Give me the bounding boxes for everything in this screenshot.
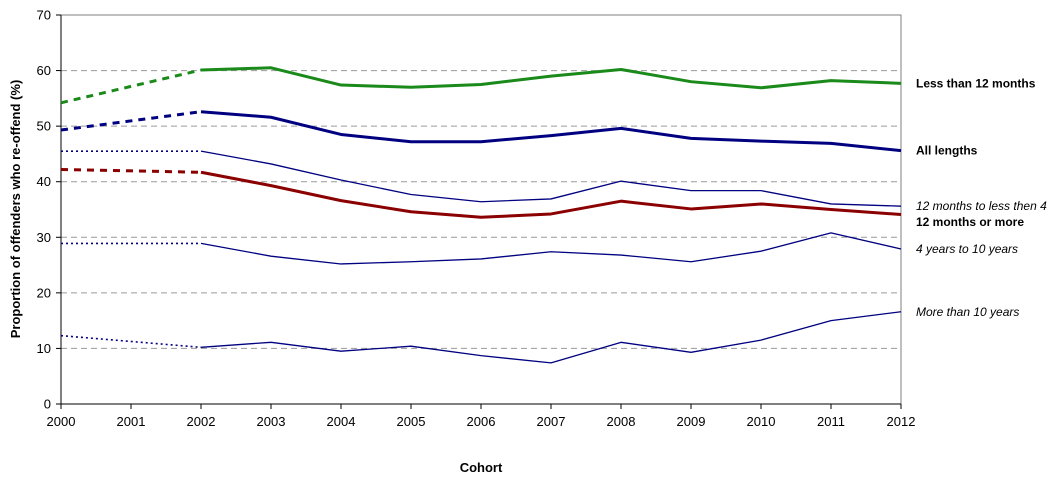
series-line-more-than-10-years [200,311,902,364]
x-tick-label: 2003 [257,414,286,429]
gridlines [61,70,901,349]
x-tick-label: 2009 [677,414,706,429]
x-axis-title: Cohort [460,460,503,475]
x-tick-label: 2005 [397,414,426,429]
series-line-dotted-all-lengths [60,110,202,132]
x-tick-label: 2011 [817,414,845,429]
x-tick-label: 2000 [47,414,76,429]
series-line-dotted-less-than-12-months [60,68,202,105]
series-line-12-months-or-more [200,170,902,219]
x-tick-label: 2001 [117,414,146,429]
series-line-dotted-12-months-or-more [60,167,202,174]
series-label-more-than-10-years: More than 10 years [916,305,1019,319]
x-tick-label: 2010 [747,414,776,429]
series-labels: Less than 12 months All lengths 12 months … [916,76,1047,318]
series-lines [60,66,902,364]
series-label-12-months-to-less-then-4: 12 months to less then 4 [916,199,1047,213]
series-label-all-lengths: All lengths [916,144,978,158]
x-tick-label: 2002 [187,414,216,429]
x-tick-label: 2004 [327,414,356,429]
y-tick-label: 60 [37,63,51,78]
x-axis: 2000 2001 2002 2003 2004 2005 2006 2007 2008 2009… [47,404,916,429]
y-tick-label: 50 [37,119,51,134]
series-line-all-lengths [200,110,902,153]
series-line-less-than-12-months [200,66,902,90]
y-tick-label: 40 [37,174,51,189]
x-tick-label: 2006 [467,414,496,429]
series-line-4-years-to-10-years [200,232,902,265]
series-line-dotted-more-than-10-years [60,334,202,349]
y-tick-label: 0 [44,397,51,412]
x-tick-label: 2012 [887,414,916,429]
x-tick-label: 2008 [607,414,636,429]
series-label-less-than-12-months: Less than 12 months [916,76,1036,90]
y-tick-label: 20 [37,285,51,300]
y-tick-label: 10 [37,341,51,356]
series-label-12-months-or-more: 12 months or more [916,215,1024,229]
x-tick-label: 2007 [537,414,566,429]
series-line-12-months-to-less-then-4 [200,150,902,207]
series-label-4-years-to-10-years: 4 years to 10 years [916,242,1018,256]
y-tick-label: 70 [37,8,51,23]
y-axis-title: Proportion of offenders who re-offend (%… [8,80,23,339]
y-axis: 0 10 20 30 40 50 60 70 [37,8,61,412]
y-tick-label: 30 [37,230,51,245]
